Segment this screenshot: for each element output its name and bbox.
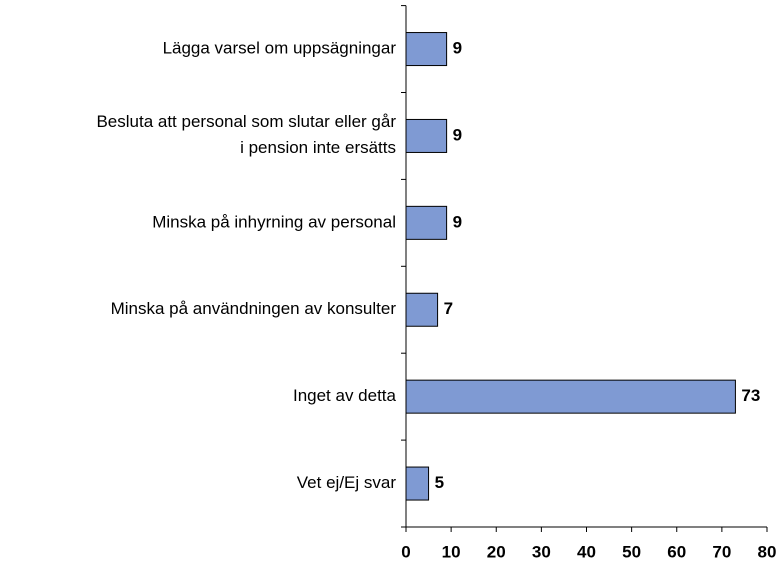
bar	[405, 205, 448, 240]
x-tick-label: 30	[532, 542, 551, 561]
x-tick-label: 20	[487, 542, 506, 561]
data-label: 5	[435, 473, 444, 492]
bar	[405, 379, 736, 414]
x-tick-label: 10	[442, 542, 461, 561]
bar	[405, 118, 448, 153]
category-label: Minska på inhyrning av personal	[152, 212, 396, 231]
x-tick-label: 60	[667, 542, 686, 561]
x-tick-label: 40	[577, 542, 596, 561]
data-label: 73	[741, 386, 760, 405]
bar	[405, 466, 430, 501]
category-label: Vet ej/Ej svar	[297, 473, 397, 492]
x-tick-label: 80	[758, 542, 777, 561]
x-tick-label: 0	[401, 542, 410, 561]
data-label: 7	[444, 299, 453, 318]
data-label: 9	[453, 212, 462, 231]
category-label: Inget av detta	[293, 386, 397, 405]
category-label: Lägga varsel om uppsägningar	[163, 39, 397, 58]
data-label: 9	[453, 125, 462, 144]
bar	[405, 292, 439, 327]
x-tick-label: 70	[712, 542, 731, 561]
category-label: Besluta att personal som slutar eller gå…	[96, 112, 396, 157]
category-label: Minska på användningen av konsulter	[111, 299, 397, 318]
x-tick-label: 50	[622, 542, 641, 561]
data-label: 9	[453, 39, 462, 58]
bar	[405, 32, 448, 67]
